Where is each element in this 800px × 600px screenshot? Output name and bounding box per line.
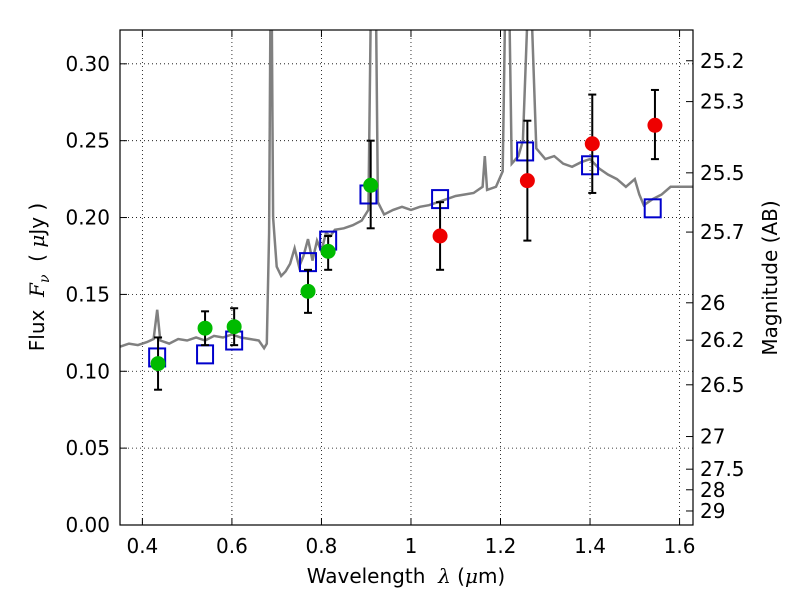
data-layer bbox=[120, 30, 693, 391]
x-tick-label: 1 bbox=[405, 534, 418, 558]
model-point-square bbox=[516, 141, 535, 162]
x-tick-label: 1.4 bbox=[574, 534, 606, 558]
nir-point bbox=[584, 136, 600, 152]
optical-point bbox=[363, 177, 379, 193]
x-tick-label: 1.6 bbox=[664, 534, 696, 558]
spectrum-line bbox=[120, 30, 693, 351]
model-point-square bbox=[643, 198, 662, 219]
x-tick-label: 0.8 bbox=[306, 534, 338, 558]
model-point-square bbox=[196, 344, 215, 365]
optical-point bbox=[197, 320, 213, 336]
y-tick-label: 0.15 bbox=[65, 282, 110, 306]
optical-point bbox=[300, 283, 316, 299]
y-tick-label: 0.25 bbox=[65, 129, 110, 153]
nir-point bbox=[519, 173, 535, 189]
model-point-square bbox=[581, 155, 600, 176]
mag-tick-label: 25.3 bbox=[700, 90, 745, 114]
x-axis-label: Wavelength λ (μm) bbox=[307, 564, 506, 588]
mag-tick-label: 26 bbox=[700, 291, 725, 315]
grid-lines bbox=[120, 30, 693, 526]
optical-point bbox=[320, 243, 336, 259]
nir-point bbox=[432, 228, 448, 244]
optical-point bbox=[150, 356, 166, 372]
y-tick-label: 0.30 bbox=[65, 52, 110, 76]
mag-tick-label: 25.5 bbox=[700, 161, 745, 185]
model-points bbox=[148, 141, 662, 368]
mag-tick-label: 26.2 bbox=[700, 328, 745, 352]
mag-tick-label: 25.2 bbox=[700, 49, 745, 73]
mag-tick-label: 25.7 bbox=[700, 220, 745, 244]
y-tick-label: 0.10 bbox=[65, 359, 110, 383]
x-tick-label: 1.2 bbox=[485, 534, 517, 558]
mag-tick-label: 29 bbox=[700, 499, 725, 523]
x-tick-label: 0.6 bbox=[216, 534, 248, 558]
nir-point bbox=[647, 117, 663, 133]
y-tick-label: 0.20 bbox=[65, 206, 110, 230]
error-bars bbox=[154, 88, 659, 391]
mag-tick-label: 26.5 bbox=[700, 373, 745, 397]
y-tick-label: 0.00 bbox=[65, 513, 110, 537]
axis-ticks bbox=[120, 30, 693, 526]
y2-axis-label: Magnitude (AB) bbox=[758, 200, 782, 355]
mag-tick-label: 27 bbox=[700, 425, 725, 449]
y-tick-label: 0.05 bbox=[65, 436, 110, 460]
optical-point bbox=[226, 319, 242, 335]
y-axis-label: Flux Fν ( μJy ) bbox=[25, 203, 53, 351]
x-tick-label: 0.4 bbox=[126, 534, 158, 558]
plot-frame bbox=[119, 29, 694, 526]
tick-labels: 0.4 0.6 0.8 1 1.2 1.4 1.6 0.00 0.05 0.10 0.15 0.20 0… bbox=[65, 49, 744, 558]
mag-tick-label: 28 bbox=[700, 478, 725, 502]
observed-points bbox=[150, 117, 663, 372]
mag-tick-label: 27.5 bbox=[700, 457, 745, 481]
